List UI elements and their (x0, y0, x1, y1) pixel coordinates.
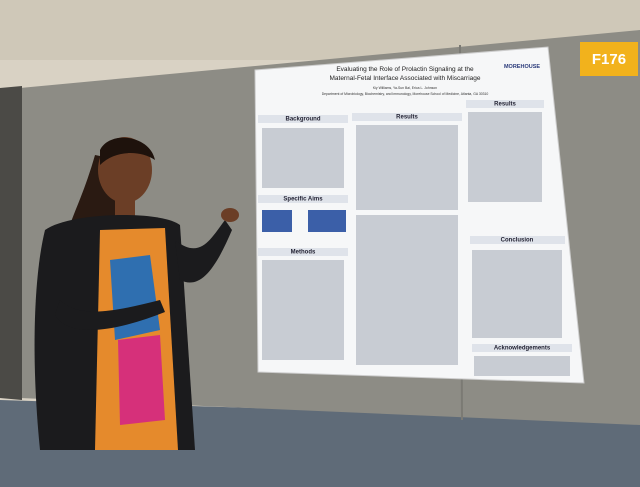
section-bar (472, 344, 572, 352)
section-header: Results (494, 102, 516, 108)
section-header: Results (396, 115, 418, 121)
board-frame (0, 86, 22, 400)
section-header: Acknowledgements (494, 346, 551, 352)
affiliation: Department of Microbiology, Biochemistry… (322, 92, 489, 96)
section-bar (352, 113, 462, 121)
section-header: Methods (291, 250, 316, 256)
section-header: Conclusion (501, 238, 534, 244)
booth-number: F176 (592, 51, 626, 68)
poster-title: Evaluating the Role of Prolactin Signali… (336, 66, 474, 73)
section-bar (258, 195, 348, 203)
aim-box (262, 210, 292, 232)
section-bar (470, 236, 565, 244)
section-header: Background (285, 117, 320, 123)
section-bar (258, 115, 348, 123)
logo: MOREHOUSE (504, 64, 540, 70)
poster-body (262, 112, 570, 376)
poster-title: Maternal-Fetal Interface Associated with… (329, 75, 480, 82)
section-bar (466, 100, 544, 108)
section-bar (258, 248, 348, 256)
presenter (34, 137, 239, 450)
authors: Kiy Williams, Ya-Sun Bai, Erica L. Johns… (373, 86, 437, 90)
section-header: Specific Aims (283, 197, 323, 203)
booth-sign (580, 42, 638, 76)
aim-box (308, 210, 346, 232)
